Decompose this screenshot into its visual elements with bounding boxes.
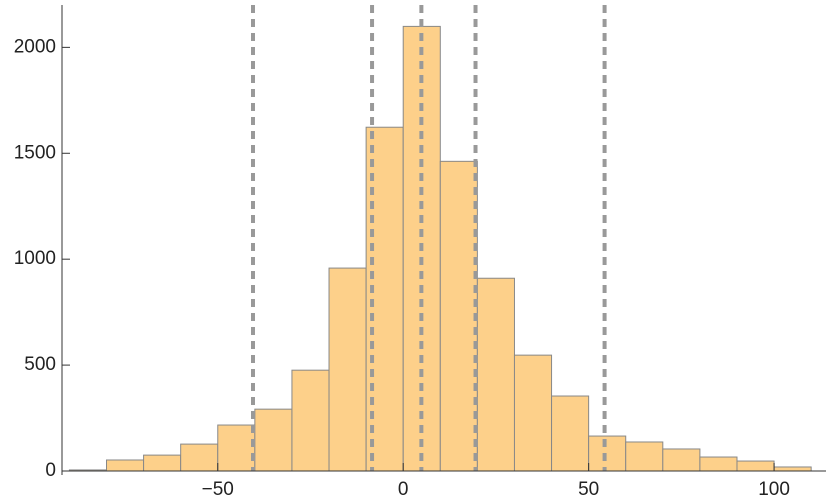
bar — [551, 395, 590, 472]
bar — [439, 160, 478, 472]
bar — [217, 424, 256, 472]
bar — [625, 441, 664, 472]
bar — [254, 408, 293, 472]
bar — [328, 267, 367, 472]
y-tick-label: 0 — [45, 460, 56, 481]
bar — [588, 435, 627, 472]
bar — [476, 277, 515, 472]
y-tick-label: 1000 — [14, 248, 56, 269]
bar — [662, 448, 701, 472]
bar — [699, 456, 738, 472]
bar — [106, 459, 145, 472]
bar — [513, 354, 553, 472]
bar — [291, 369, 330, 472]
bar — [180, 443, 219, 472]
bar — [773, 466, 812, 472]
y-tick-label: 500 — [24, 354, 56, 375]
bar — [143, 454, 182, 472]
x-tick-label: 0 — [398, 479, 409, 500]
x-tick-label: 50 — [578, 479, 599, 500]
x-tick-label: −50 — [202, 479, 234, 500]
y-tick-label: 1500 — [14, 142, 56, 163]
bar — [736, 460, 775, 472]
y-tick-label: 2000 — [14, 36, 56, 57]
x-tick-label: 100 — [758, 479, 790, 500]
